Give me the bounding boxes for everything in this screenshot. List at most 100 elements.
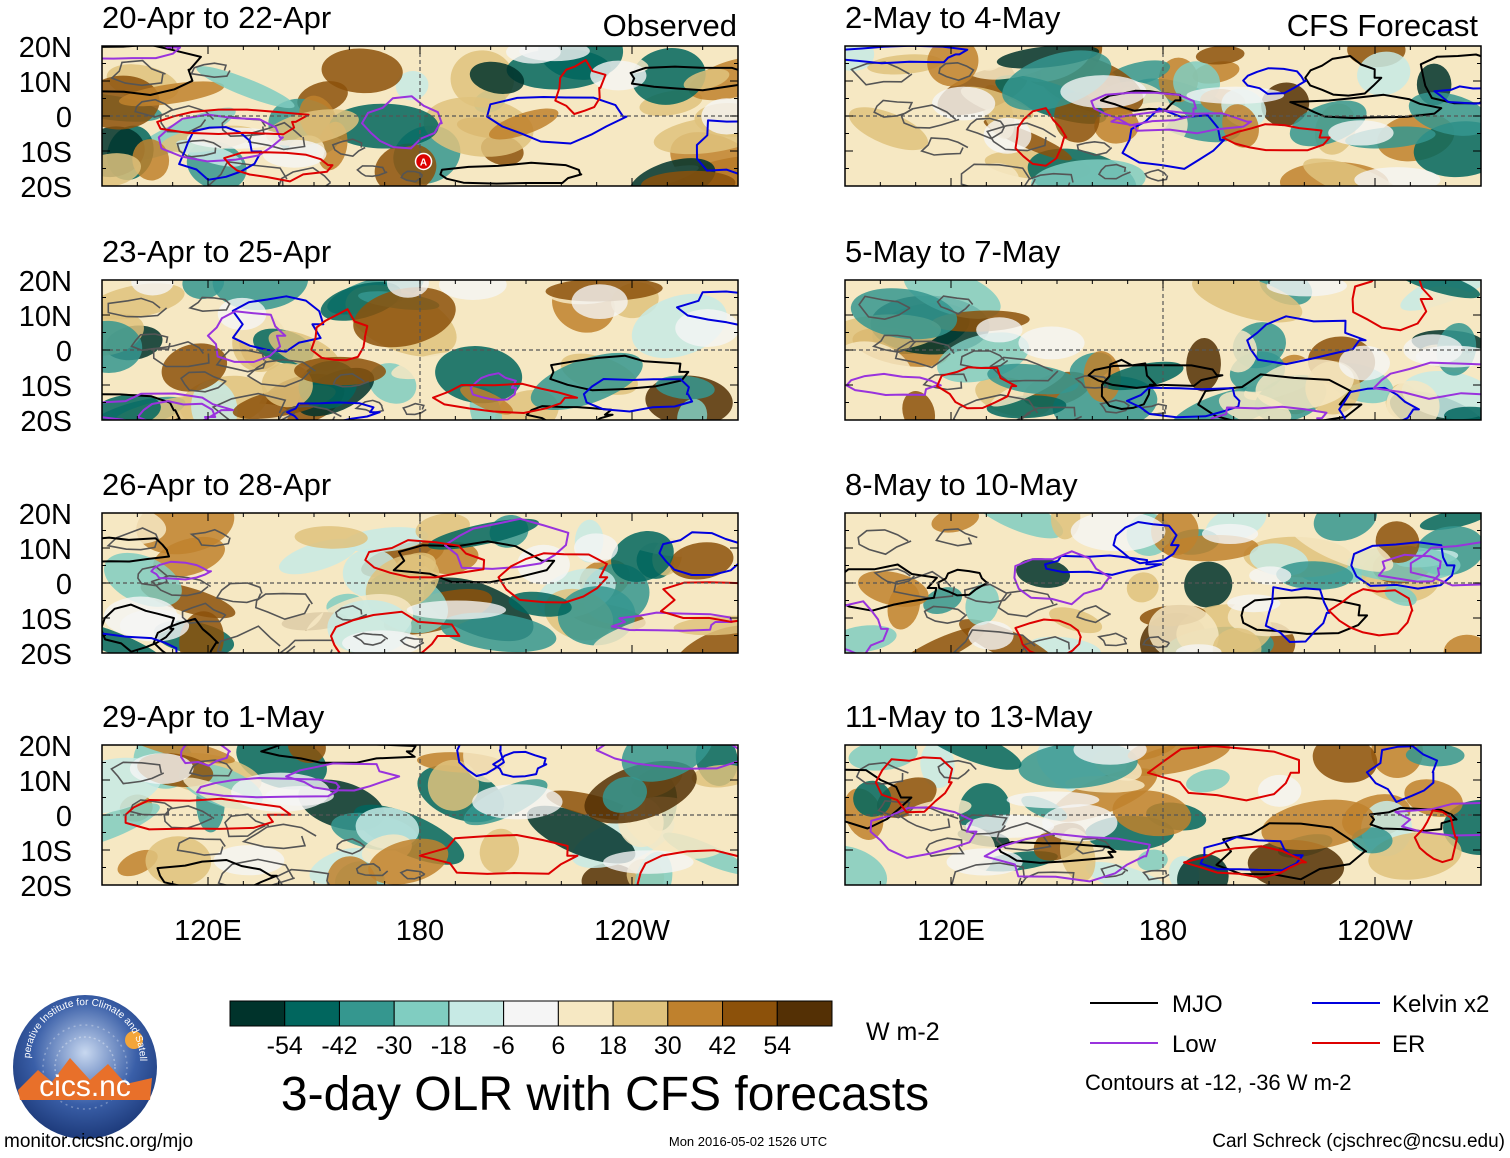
- olr-neutral-patch: [1257, 774, 1302, 807]
- coastline-segment: [997, 589, 1058, 618]
- olr-neutral-patch: [506, 46, 561, 64]
- coastline-segment: [188, 296, 231, 313]
- footer-author[interactable]: Carl Schreck (cjschrec@ncsu.edu): [1212, 1131, 1505, 1152]
- contour-mjo: [156, 859, 278, 885]
- lon-tick-label: 180: [1139, 915, 1187, 947]
- olr-anomaly-blob: [581, 863, 639, 885]
- olr-anomaly-blob: [903, 280, 1001, 319]
- contour-low: [1013, 550, 1112, 606]
- coastline-segment: [206, 160, 288, 186]
- contour-low: [102, 392, 235, 420]
- coastline-segment: [925, 837, 965, 857]
- olr-anomaly-blob: [321, 48, 403, 94]
- coastline-segment: [278, 639, 338, 653]
- coastlines: [857, 528, 1171, 653]
- olr-neutral-patch: [472, 784, 563, 820]
- figure-title: 3-day OLR with CFS forecasts: [281, 1068, 929, 1121]
- coastline-segment: [152, 340, 210, 368]
- olr-anomaly-blob: [440, 612, 557, 653]
- contour-low: [869, 806, 978, 859]
- colorbar-label: -6: [493, 1032, 515, 1060]
- contour-kelvin: [1112, 521, 1180, 565]
- coastline-segment: [1142, 869, 1170, 881]
- forecast-header: CFS Forecast: [1287, 8, 1479, 43]
- footer-url[interactable]: monitor.cicsnc.org/mjo: [4, 1131, 193, 1152]
- olr-anomaly-field: [845, 513, 1481, 653]
- contour-er: [124, 797, 292, 831]
- coastline-segment: [189, 528, 231, 547]
- olr-anomaly-blob: [669, 542, 734, 580]
- olr-anomaly-blob: [848, 107, 929, 151]
- lon-tick-label: 120W: [1337, 915, 1413, 947]
- olr-anomaly-blob: [145, 836, 212, 885]
- coastline-segment: [355, 862, 389, 877]
- olr-anomaly-blob: [631, 48, 706, 105]
- panel-title: 23-Apr to 25-Apr: [102, 234, 331, 269]
- contour-low: [845, 600, 889, 653]
- olr-anomaly-blob: [427, 759, 480, 811]
- contour-er: [364, 539, 486, 579]
- olr-anomaly-blob: [1184, 561, 1233, 608]
- coastline-segment: [894, 340, 955, 369]
- olr-anomaly-blob: [640, 170, 736, 186]
- olr-anomaly-blob: [902, 391, 936, 420]
- contour-er: [330, 610, 461, 653]
- olr-anomaly-blob: [530, 352, 643, 410]
- contour-mjo: [629, 65, 738, 92]
- coastline-segment: [130, 333, 171, 352]
- olr-anomaly-blob: [1195, 46, 1245, 65]
- olr-anomaly-blob: [1212, 628, 1262, 653]
- contour-er: [310, 308, 369, 362]
- coastline-segment: [110, 59, 166, 87]
- colorbar-swatch: [338, 1000, 395, 1027]
- olr-anomaly-blob: [867, 54, 943, 75]
- lat-tick-label: 0: [56, 569, 72, 601]
- olr-anomaly-blob: [1375, 521, 1420, 563]
- olr-anomaly-blob: [1177, 853, 1229, 885]
- contour-low: [845, 372, 942, 396]
- olr-neutral-patch: [1354, 167, 1441, 186]
- colorbar: -54 -42 -30 -18 -6 6 18 30 42 54: [229, 1000, 833, 1060]
- coastline-segment: [936, 295, 974, 315]
- coastline-segment: [1097, 163, 1131, 180]
- lat-tick-label: 0: [56, 801, 72, 833]
- colorbar-swatch: [284, 1000, 340, 1027]
- coastlines: [850, 61, 1169, 186]
- contour-low: [102, 46, 182, 60]
- contour-er: [1221, 123, 1331, 152]
- contour-kelvin: [582, 378, 694, 413]
- olr-neutral-patch: [976, 317, 1023, 343]
- coastline-segment: [960, 163, 1036, 186]
- contour-kelvin: [676, 290, 738, 326]
- olr-neutral-patch: [217, 297, 267, 331]
- olr-anomaly-blob: [987, 363, 1079, 395]
- lon-tick-label: 120W: [594, 915, 670, 947]
- contour-kelvin: [102, 632, 178, 653]
- coastline-segment: [352, 632, 389, 646]
- contour-low: [361, 95, 443, 150]
- coastline-segment: [1097, 632, 1128, 647]
- contour-kelvin: [1199, 836, 1304, 872]
- colorbar-swatch: [448, 1000, 505, 1027]
- coastline-segment: [935, 528, 978, 547]
- contour-low: [1110, 109, 1253, 135]
- olr-neutral-patch: [129, 753, 194, 785]
- olr-anomaly-blob: [395, 70, 429, 101]
- coastline-segment: [1099, 399, 1131, 414]
- coastline-segment: [331, 138, 366, 158]
- olr-neutral-patch: [1060, 75, 1147, 109]
- lon-tick-label: 120E: [174, 915, 242, 947]
- lat-tick-label: 20S: [20, 172, 72, 204]
- wave-contours: [102, 46, 738, 185]
- coastline-segment: [958, 814, 1008, 835]
- observed-header: Observed: [603, 8, 737, 43]
- contour-er: [1413, 809, 1459, 864]
- olr-anomaly-blob: [1088, 280, 1155, 307]
- lat-tick-label: 0: [56, 336, 72, 368]
- coastline-segment: [110, 761, 165, 785]
- contour-low: [196, 777, 341, 799]
- contour-kelvin: [1121, 107, 1226, 170]
- footer-timestamp: Mon 2016-05-02 1526 UTC: [669, 1134, 827, 1149]
